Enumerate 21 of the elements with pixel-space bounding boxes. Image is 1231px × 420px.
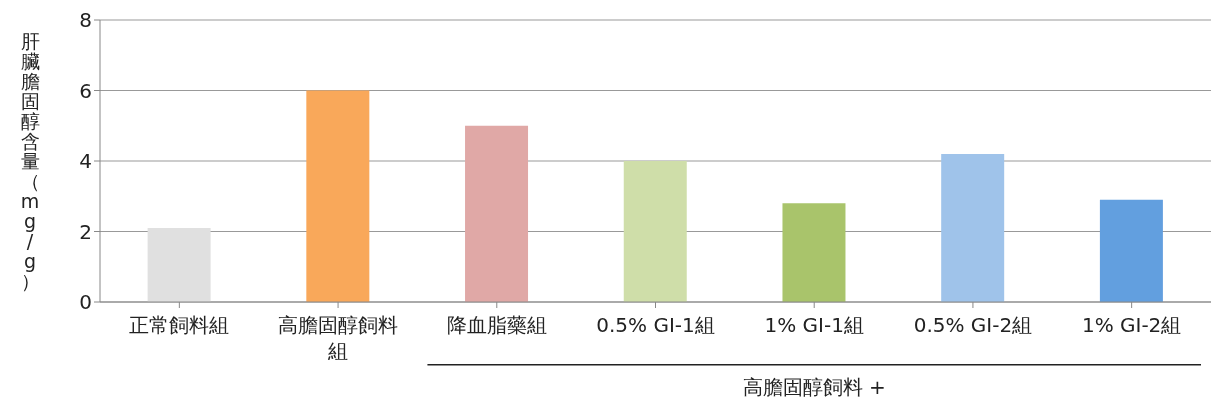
bar [465, 125, 529, 302]
bar [147, 227, 211, 302]
bar [941, 153, 1005, 302]
x-tick-label: 正常飼料組 [129, 313, 230, 337]
y-tick-label: 2 [79, 219, 92, 244]
y-tick-label: 0 [79, 290, 92, 315]
bar [1099, 199, 1163, 302]
x-tick-label: 1% GI-2組 [1081, 313, 1182, 337]
text: 肝臟膽固醇含量（mg/g） [20, 30, 40, 292]
x-tick-label: 高膽固醇飼料組 [278, 313, 399, 363]
bar [782, 203, 846, 302]
bar [623, 161, 687, 302]
text: 高膽固醇飼料 + [742, 375, 886, 399]
y-tick-label: 4 [79, 149, 92, 174]
y-tick-label: 6 [79, 78, 92, 103]
x-tick-label: 降血脂藥組 [446, 313, 547, 337]
x-tick-label: 1% GI-1組 [764, 313, 864, 337]
y-tick-label: 8 [79, 8, 92, 33]
bar [306, 90, 370, 302]
x-tick-label: 0.5% GI-1組 [596, 313, 715, 337]
x-tick-label: 0.5% GI-2組 [913, 313, 1033, 337]
